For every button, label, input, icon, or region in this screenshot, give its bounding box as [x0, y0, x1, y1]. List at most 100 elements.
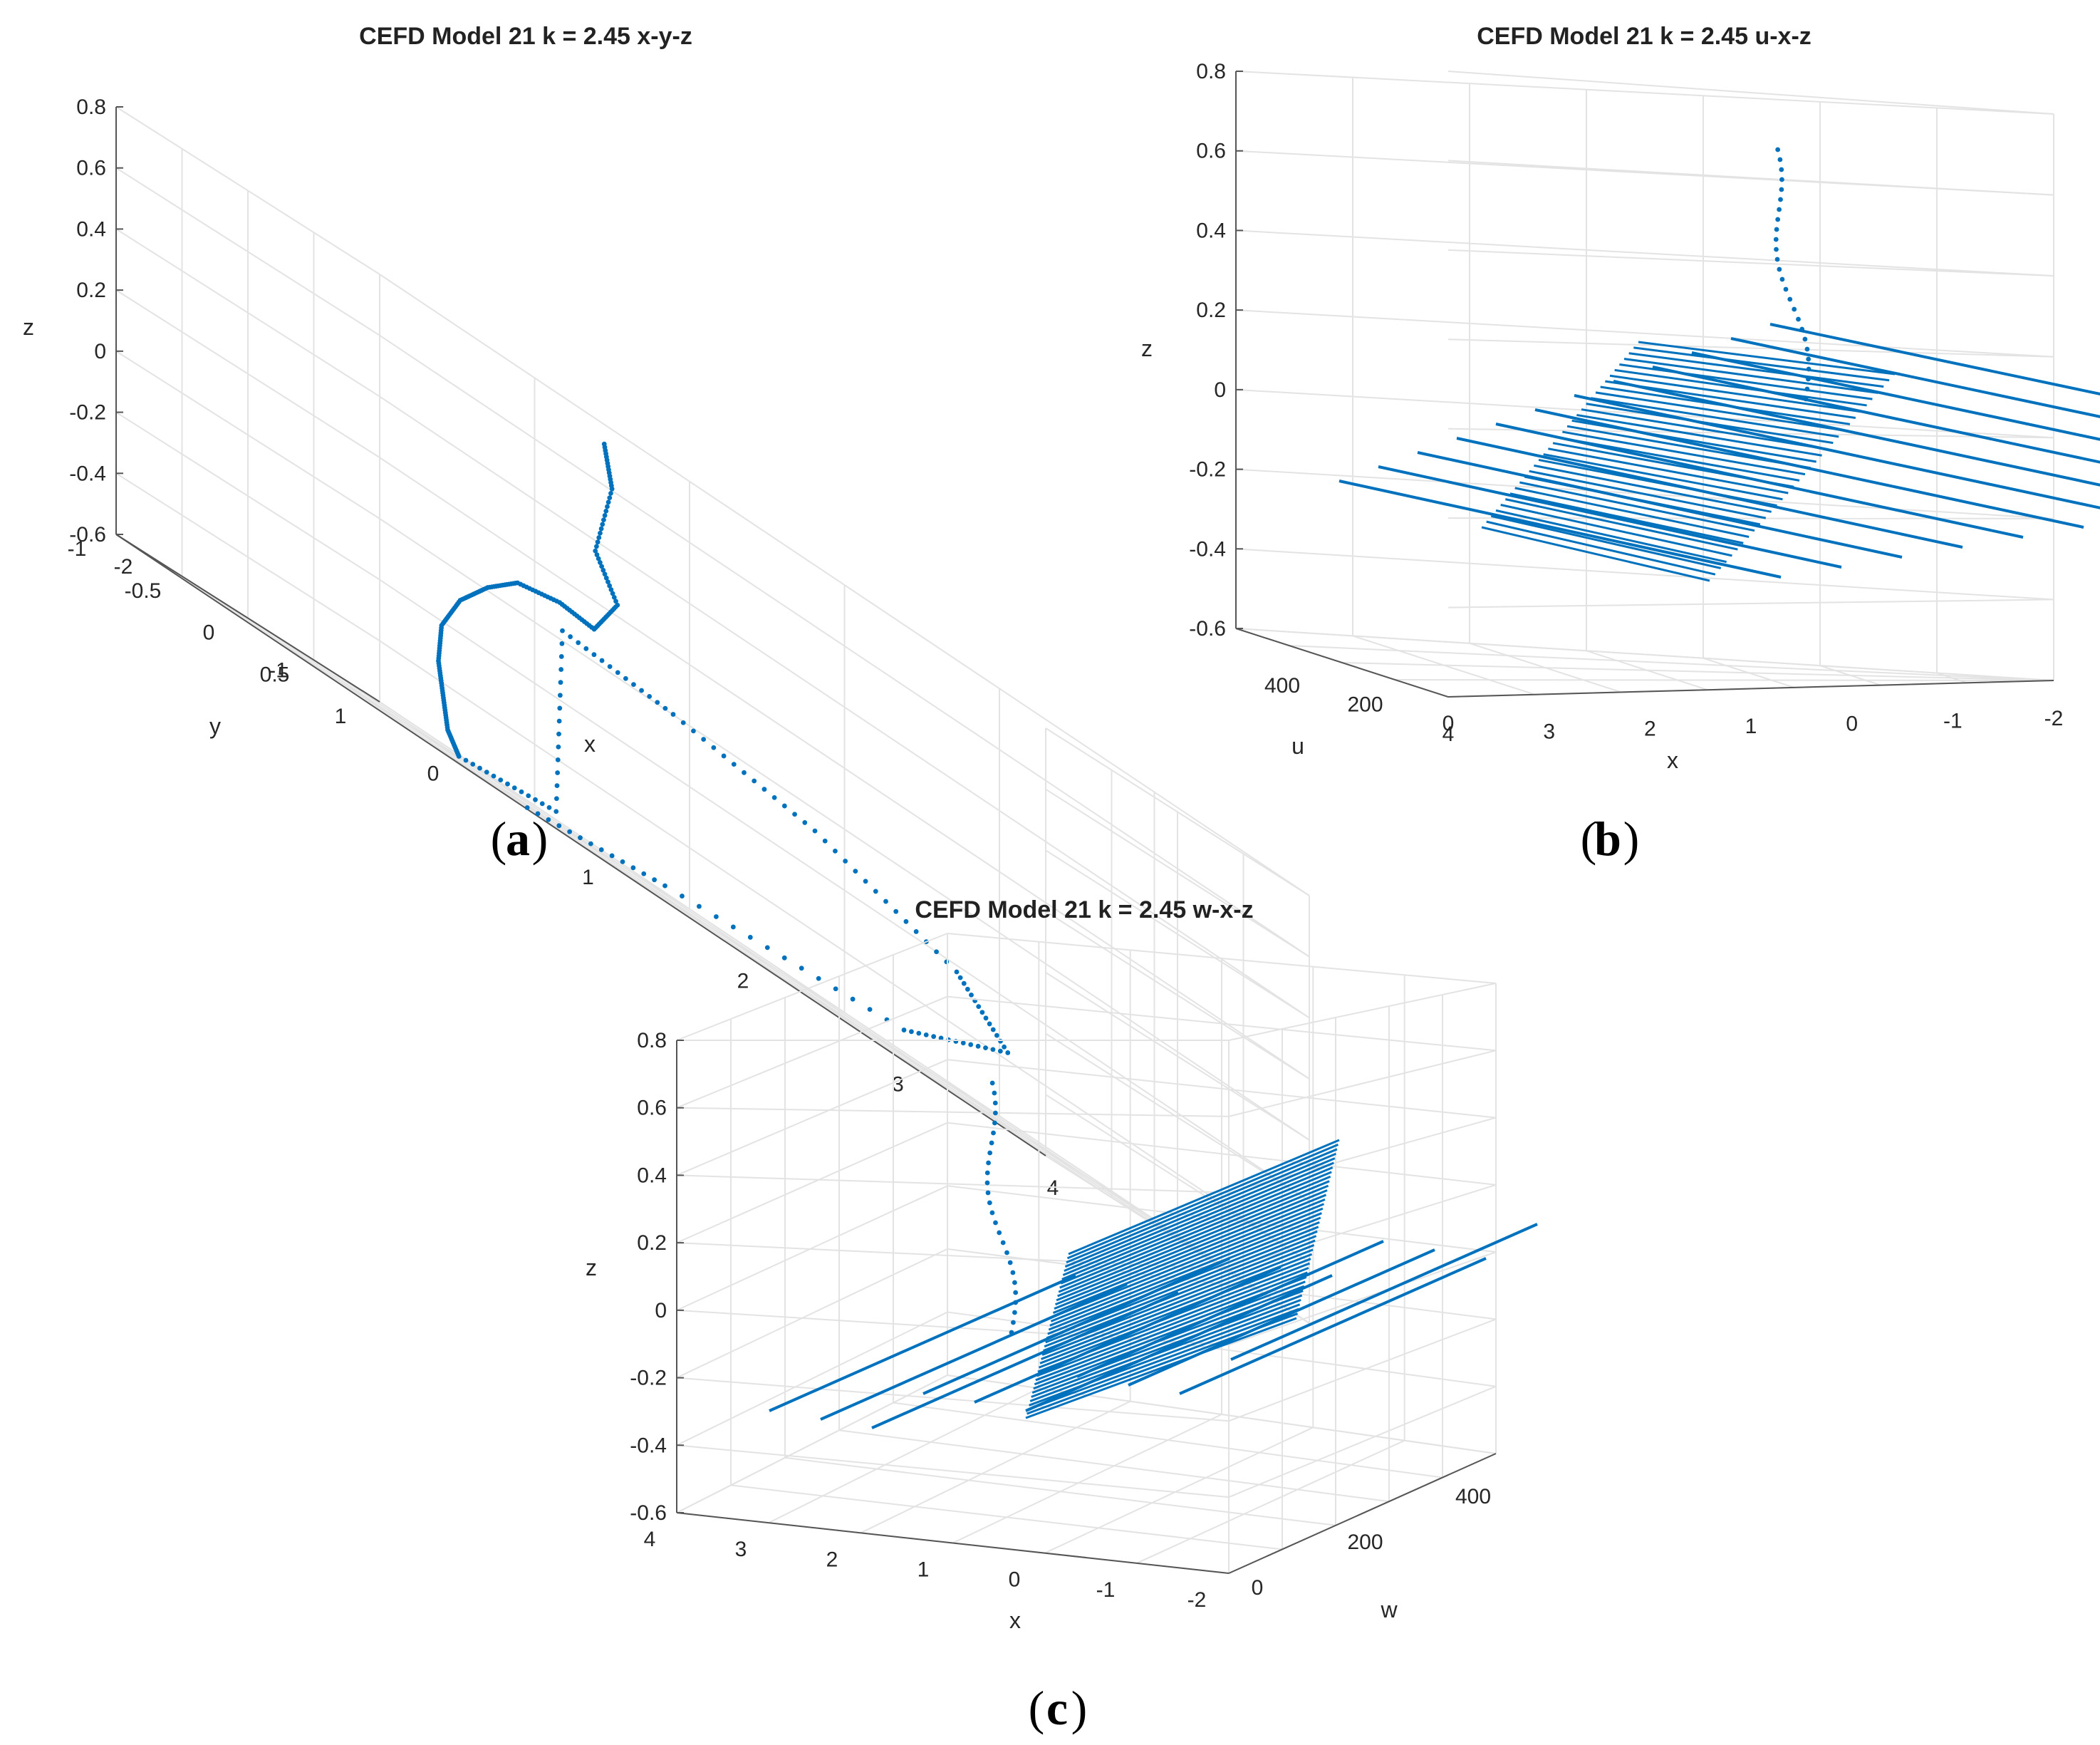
data-line	[1730, 337, 2100, 418]
z-tick-label: -0.2	[630, 1367, 667, 1390]
grid-line	[379, 274, 1310, 896]
data-point	[615, 670, 620, 675]
data-line	[1534, 464, 1772, 513]
w-tick-label: 400	[1455, 1485, 1491, 1508]
data-line	[1031, 1294, 1303, 1398]
data-point	[588, 841, 593, 846]
grid-line	[676, 1444, 1230, 1498]
data-line	[1548, 447, 1789, 494]
data-line	[1062, 1161, 1334, 1276]
data-line	[1064, 1157, 1336, 1272]
data-point	[498, 777, 504, 783]
data-point	[954, 969, 960, 975]
grid-line	[947, 1122, 1497, 1186]
data-point	[957, 975, 963, 980]
caption-letter: a	[506, 812, 530, 866]
data-point	[470, 762, 476, 767]
z-tick-label: 0	[94, 340, 106, 363]
data-line	[1054, 1198, 1326, 1310]
grid-line	[1447, 160, 2054, 196]
data-line	[1054, 1193, 1327, 1306]
data-point	[984, 1170, 990, 1176]
data-point	[731, 762, 737, 767]
data-point	[567, 829, 573, 834]
grid-line	[1447, 249, 2054, 277]
z-tick-label: -0.6	[630, 1501, 667, 1525]
grid-line	[115, 351, 380, 519]
data-point	[989, 1210, 995, 1216]
z-tick-label: 0.6	[637, 1097, 667, 1120]
data-point	[1007, 1260, 1013, 1265]
data-point	[987, 1150, 993, 1156]
data-point	[600, 522, 605, 527]
data-point	[680, 894, 685, 899]
z-tick-label: 0.4	[637, 1164, 667, 1187]
data-point	[802, 820, 808, 825]
data-line	[1574, 394, 2100, 509]
data-point	[903, 918, 909, 924]
data-point	[505, 781, 510, 787]
z-axis-label: z	[23, 314, 34, 340]
data-point	[747, 935, 753, 940]
data-point	[833, 848, 838, 854]
x-tick-label: -1	[269, 658, 288, 682]
data-line	[1591, 397, 1839, 438]
data-point	[721, 753, 727, 759]
data-point	[553, 796, 559, 802]
caption-paren: )	[532, 812, 549, 866]
data-line	[1529, 470, 1767, 519]
data-point	[997, 1048, 1003, 1054]
data-line	[1339, 480, 1782, 579]
grid-line	[1045, 788, 1310, 958]
data-point	[602, 571, 608, 577]
x-tick-label: -2	[114, 555, 133, 579]
data-point	[1802, 336, 1808, 342]
data-point	[987, 1200, 992, 1206]
data-line	[1609, 374, 1861, 413]
data-point	[662, 883, 667, 889]
data-line	[1519, 481, 1755, 532]
data-point	[913, 929, 919, 934]
grid-line	[676, 1374, 948, 1513]
data-point	[771, 794, 777, 800]
data-point	[554, 783, 560, 789]
grid-line	[676, 1107, 1230, 1117]
grid-line	[1235, 628, 2054, 681]
data-point	[639, 688, 644, 693]
grid-line	[1045, 911, 1310, 1079]
grid-line	[1045, 1032, 1310, 1202]
data-point	[546, 804, 552, 810]
chart-title: CEFD Model 21 k = 2.45 x-y-z	[359, 23, 692, 50]
data-point	[1804, 386, 1810, 392]
data-point	[647, 693, 653, 699]
data-point	[993, 1220, 998, 1226]
data-point	[555, 770, 561, 775]
grid-line	[1447, 517, 2054, 519]
data-point	[524, 805, 530, 810]
grid-line	[379, 701, 1310, 1324]
data-point	[1004, 1250, 1009, 1255]
data-point	[670, 712, 676, 717]
data-point	[985, 1190, 991, 1196]
data-line	[1050, 1212, 1322, 1322]
grid-line	[379, 640, 1310, 1263]
data-line	[1057, 1184, 1329, 1298]
data-line	[1128, 1248, 1435, 1387]
data-line	[1623, 358, 1878, 394]
data-point	[526, 793, 531, 799]
grid-line	[947, 1059, 1497, 1119]
data-point	[594, 544, 599, 549]
x-tick-label: 1	[582, 866, 594, 889]
data-line	[1595, 391, 1845, 432]
data-point	[596, 535, 602, 540]
data-point	[1774, 257, 1780, 262]
data-point	[853, 869, 858, 874]
data-point	[556, 823, 562, 829]
u-axis-label: u	[1291, 733, 1304, 759]
data-point	[613, 599, 618, 604]
grid-line	[860, 1400, 1131, 1534]
data-line	[1036, 1271, 1308, 1377]
data-point	[893, 908, 899, 914]
data-line	[1051, 1207, 1324, 1318]
